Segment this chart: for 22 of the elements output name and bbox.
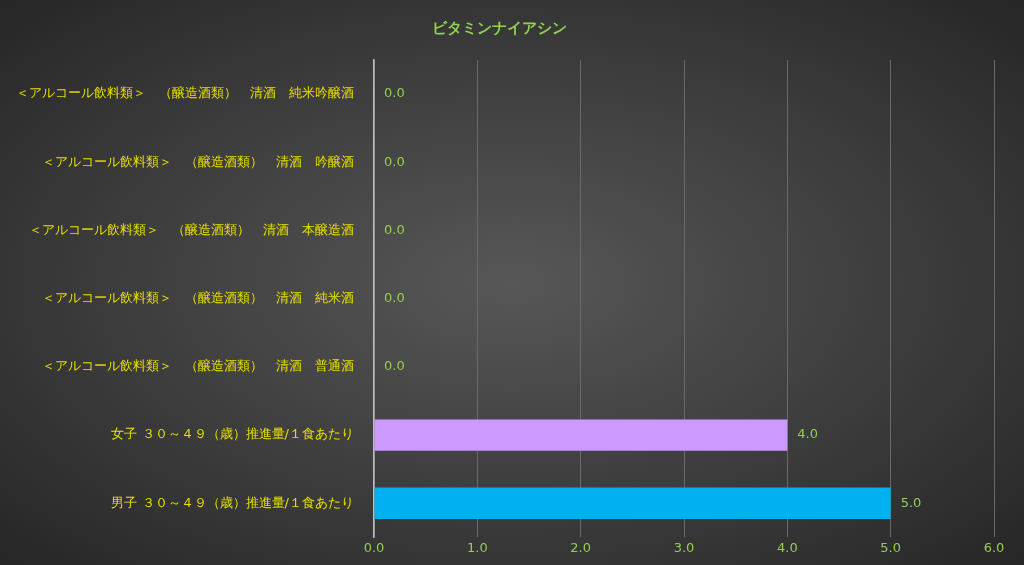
data-label: 0.0 xyxy=(384,85,405,101)
y-tick-label: ＜アルコール飲料類＞ （醸造酒類） 清酒 吟醸酒 xyxy=(42,153,354,169)
data-label: 4.0 xyxy=(797,426,819,442)
data-label: 0.0 xyxy=(384,221,405,237)
x-tick-label: 6.0 xyxy=(983,539,1005,555)
data-label: 0.0 xyxy=(384,290,405,306)
x-tick-label: 0.0 xyxy=(363,539,385,555)
y-tick-label: ＜アルコール飲料類＞ （醸造酒類） 清酒 純米酒 xyxy=(42,290,354,306)
y-tick-label: 男子 ３０～４９（歳）推進量/１食あたり xyxy=(111,494,354,510)
x-tick-label: 5.0 xyxy=(880,539,902,555)
x-tick-label: 1.0 xyxy=(466,539,488,555)
data-label: 0.0 xyxy=(384,153,405,169)
y-tick-label: 女子 ３０～４９（歳）推進量/１食あたり xyxy=(111,426,354,442)
data-label: 5.0 xyxy=(900,494,922,510)
x-tick-label: 2.0 xyxy=(570,539,592,555)
y-tick-label: ＜アルコール飲料類＞ （醸造酒類） 清酒 純米吟醸酒 xyxy=(16,85,354,101)
y-tick-label: ＜アルコール飲料類＞ （醸造酒類） 清酒 本醸造酒 xyxy=(29,221,354,237)
y-tick-label: ＜アルコール飲料類＞ （醸造酒類） 清酒 普通酒 xyxy=(42,358,354,374)
data-label: 0.0 xyxy=(384,358,405,374)
x-tick-label: 3.0 xyxy=(673,539,695,555)
chart-title: ビタミンナイアシン xyxy=(431,18,567,37)
x-tick-label: 4.0 xyxy=(776,539,798,555)
